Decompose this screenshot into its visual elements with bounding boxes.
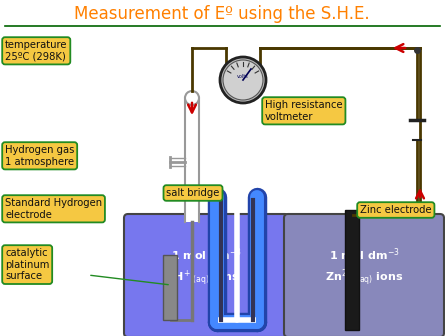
Text: volts: volts bbox=[237, 74, 249, 79]
Circle shape bbox=[223, 60, 263, 100]
Text: catalytic
platinum
surface: catalytic platinum surface bbox=[5, 248, 49, 281]
FancyBboxPatch shape bbox=[284, 214, 444, 336]
Text: Measurement of Eº using the S.H.E.: Measurement of Eº using the S.H.E. bbox=[74, 5, 370, 23]
Circle shape bbox=[220, 57, 266, 103]
Text: Zn$^{2+}$$_{\mathsf{(aq)}}$ ions: Zn$^{2+}$$_{\mathsf{(aq)}}$ ions bbox=[325, 267, 403, 289]
Text: Standard Hydrogen
electrode: Standard Hydrogen electrode bbox=[5, 198, 102, 220]
Text: Hydrogen gas
1 atmosphere: Hydrogen gas 1 atmosphere bbox=[5, 145, 74, 167]
Text: 1 mol dm$^{-3}$: 1 mol dm$^{-3}$ bbox=[170, 247, 242, 263]
FancyBboxPatch shape bbox=[124, 214, 289, 336]
Bar bbox=[345, 210, 359, 330]
Bar bbox=[186, 98, 198, 222]
Text: High resistance
voltmeter: High resistance voltmeter bbox=[265, 100, 343, 122]
Text: 1 mol dm$^{-3}$: 1 mol dm$^{-3}$ bbox=[328, 247, 400, 263]
Text: salt bridge: salt bridge bbox=[166, 188, 220, 198]
Text: Zinc electrode: Zinc electrode bbox=[360, 205, 432, 215]
Circle shape bbox=[185, 91, 199, 105]
Text: temperature
25ºC (298K): temperature 25ºC (298K) bbox=[5, 40, 68, 61]
Text: H$^+$$_{\mathsf{(aq)}}$ ions: H$^+$$_{\mathsf{(aq)}}$ ions bbox=[173, 268, 239, 288]
Bar bbox=[163, 255, 177, 320]
